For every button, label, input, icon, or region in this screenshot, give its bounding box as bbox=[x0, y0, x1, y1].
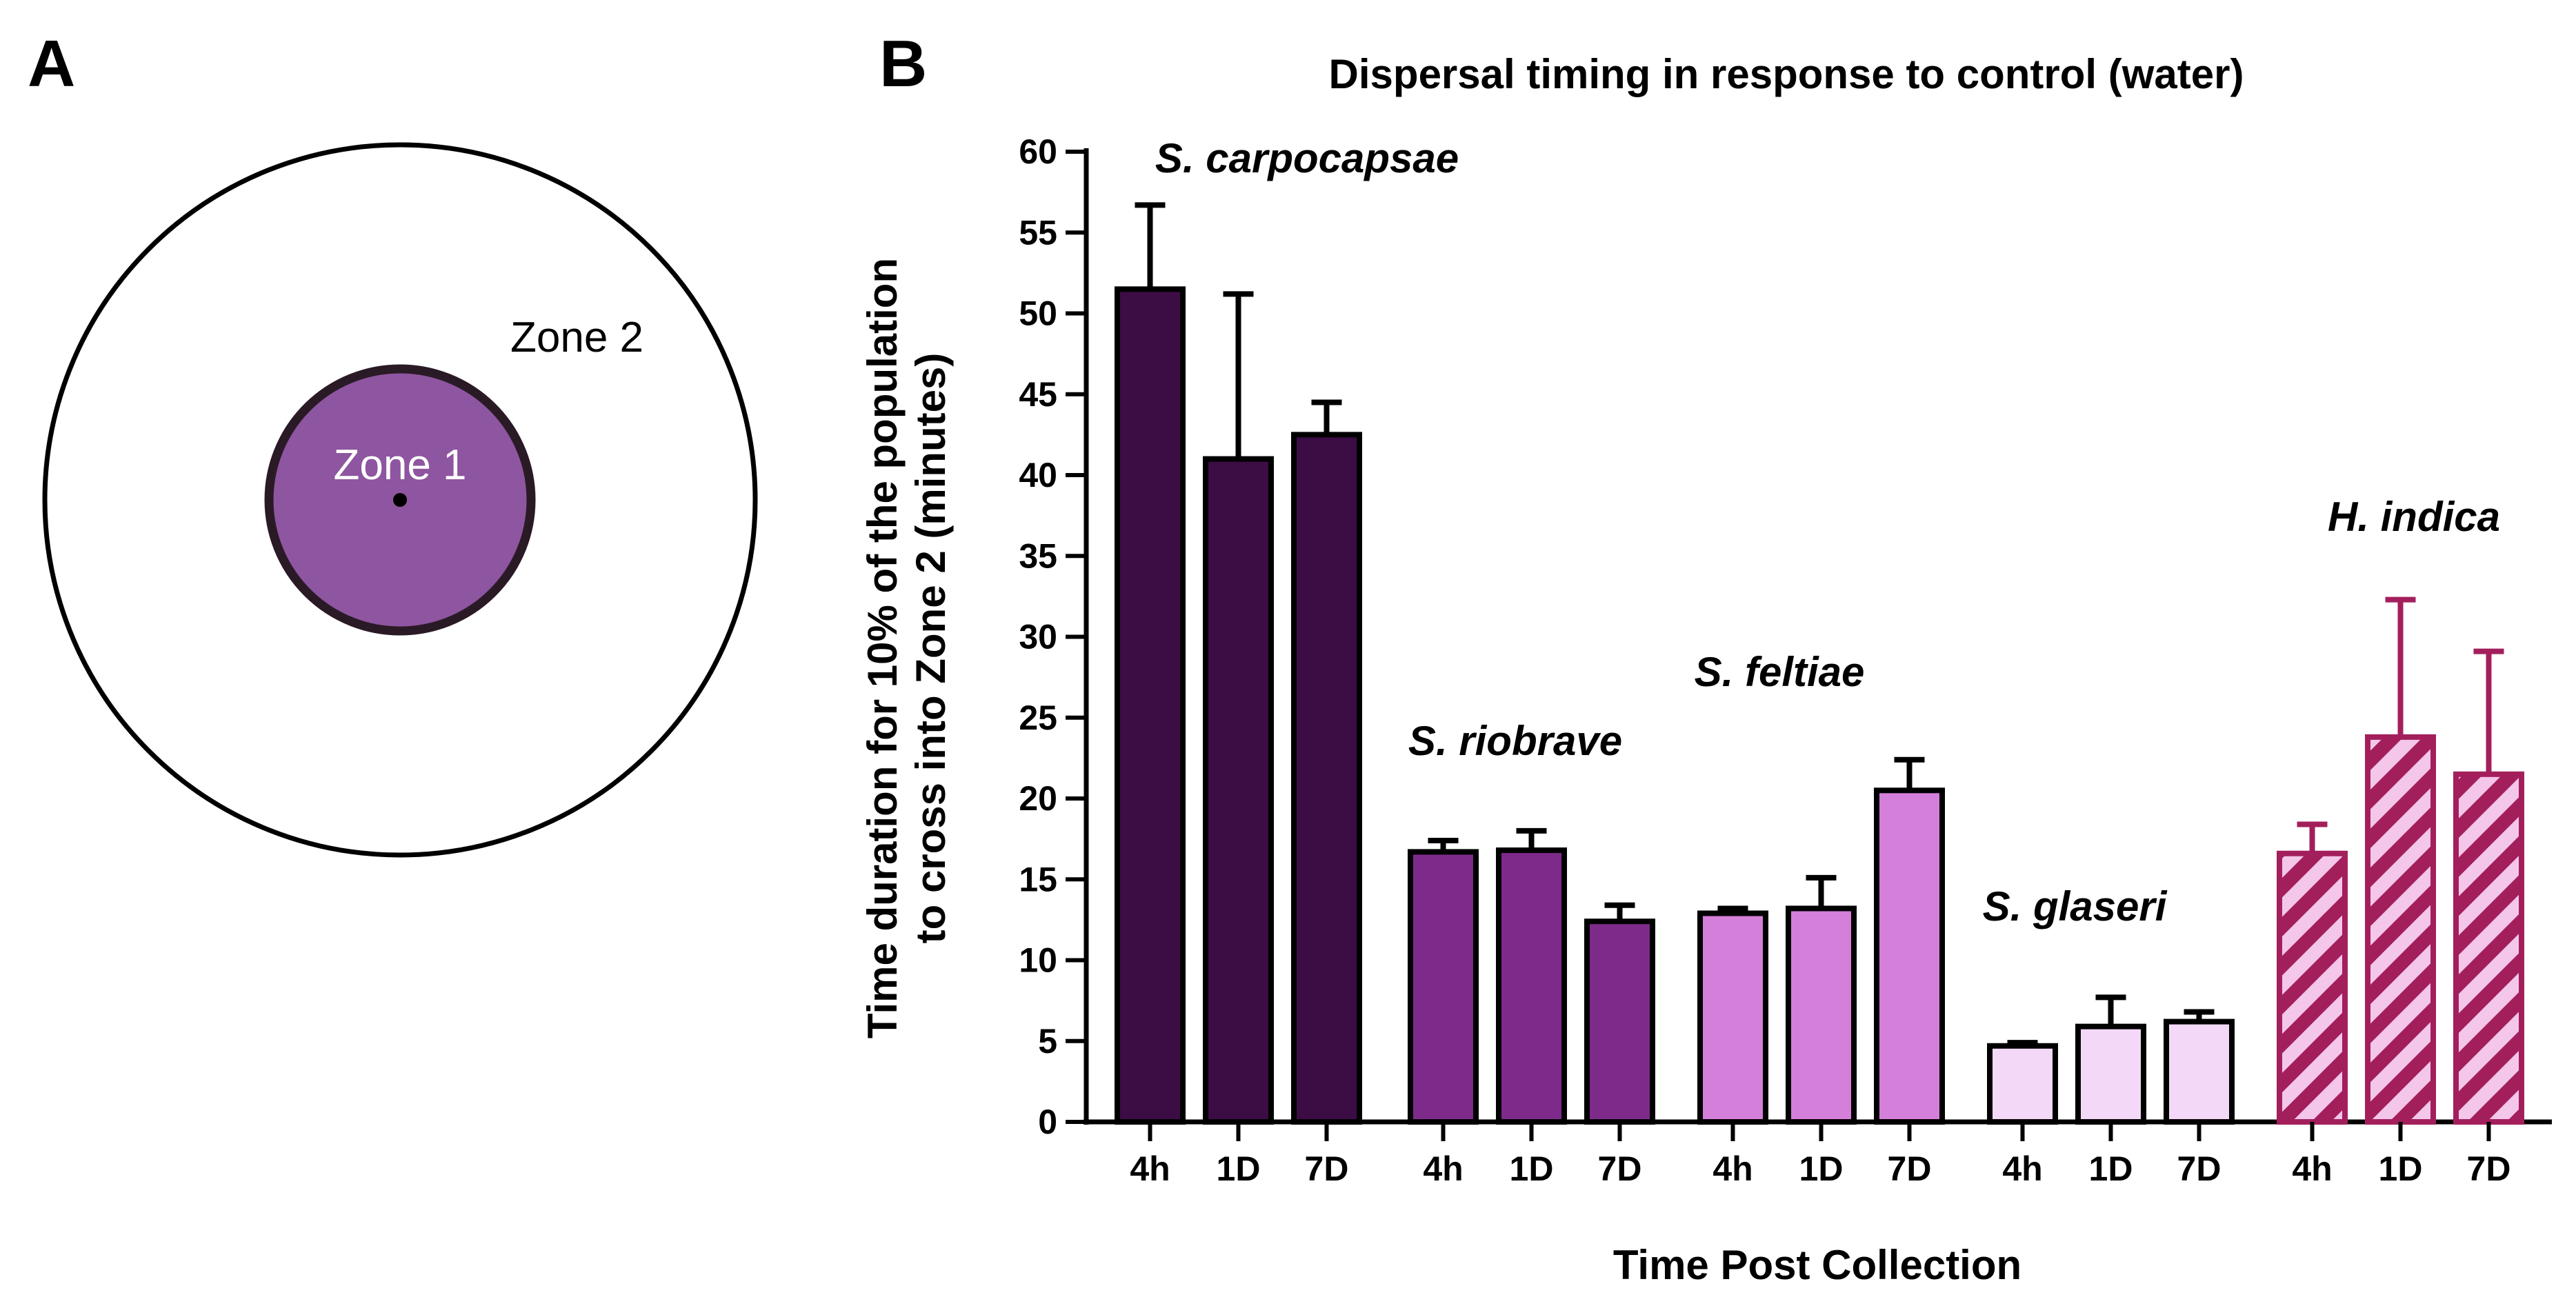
x-tick-label: 1D bbox=[2379, 1149, 2423, 1188]
bar bbox=[1874, 787, 1945, 1125]
bar bbox=[1291, 432, 1362, 1125]
bar bbox=[2277, 850, 2348, 1125]
group-label: H. indica bbox=[2328, 494, 2500, 540]
panel-a: A Zone 1 Zone 2 bbox=[28, 27, 758, 858]
x-tick-label: 4h bbox=[1130, 1149, 1170, 1188]
x-tick-label: 7D bbox=[1305, 1149, 1349, 1188]
x-tick-label: 4h bbox=[1423, 1149, 1463, 1188]
x-tick-label: 7D bbox=[2467, 1149, 2511, 1188]
y-axis-label-line-2: to cross into Zone 2 (minutes) bbox=[908, 353, 954, 944]
bar bbox=[2164, 1018, 2235, 1125]
y-tick-label: 55 bbox=[1019, 213, 1057, 252]
x-tick-label: 7D bbox=[2177, 1149, 2221, 1188]
group-label: S. feltiae bbox=[1695, 649, 1865, 695]
x-tick-label: 1D bbox=[1799, 1149, 1844, 1188]
bar bbox=[1408, 849, 1479, 1125]
bar bbox=[2365, 734, 2436, 1125]
x-tick-label: 1D bbox=[2089, 1149, 2133, 1188]
bar bbox=[1786, 905, 1857, 1125]
y-tick-label: 35 bbox=[1019, 536, 1057, 575]
y-tick-label: 0 bbox=[1038, 1103, 1057, 1141]
panel-a-letter: A bbox=[28, 27, 75, 101]
y-axis-label-line-1: Time duration for 10% of the population bbox=[859, 258, 906, 1038]
group-label: S. glaseri bbox=[1983, 883, 2168, 930]
y-tick-label: 30 bbox=[1019, 618, 1057, 656]
chart-title: Dispersal timing in response to control … bbox=[1329, 51, 2244, 97]
bar bbox=[1697, 910, 1768, 1125]
group-label: S. riobrave bbox=[1408, 718, 1622, 764]
bar bbox=[2075, 1023, 2146, 1125]
y-tick-label: 60 bbox=[1019, 132, 1057, 171]
y-tick-label: 40 bbox=[1019, 456, 1057, 494]
y-tick-label: 50 bbox=[1019, 294, 1057, 333]
plot-area: 0 5 10 15 20 25 30 35 40 45 50 55 60 4h 1D 7D S. carpoca… bbox=[1019, 132, 2552, 1188]
panel-b: B Dispersal timing in response to contro… bbox=[859, 27, 2552, 1288]
y-tick-label: 25 bbox=[1019, 699, 1057, 737]
bar bbox=[1584, 918, 1655, 1125]
y-tick-label: 20 bbox=[1019, 779, 1057, 818]
y-tick-label: 10 bbox=[1019, 941, 1057, 980]
bar bbox=[1203, 456, 1274, 1125]
bar bbox=[1987, 1043, 2058, 1125]
zone-1-label: Zone 1 bbox=[333, 441, 466, 489]
x-axis-label: Time Post Collection bbox=[1613, 1242, 2021, 1288]
center-dot bbox=[393, 493, 407, 507]
y-tick-label: 5 bbox=[1038, 1022, 1057, 1061]
x-tick-label: 4h bbox=[2002, 1149, 2042, 1188]
x-tick-label: 7D bbox=[1598, 1149, 1642, 1188]
bar bbox=[2453, 771, 2524, 1125]
x-tick-label: 1D bbox=[1510, 1149, 1554, 1188]
x-tick-label: 1D bbox=[1217, 1149, 1261, 1188]
y-tick-label: 15 bbox=[1019, 860, 1057, 898]
y-tick-label: 45 bbox=[1019, 375, 1057, 414]
panel-b-letter: B bbox=[879, 27, 927, 101]
x-tick-label: 4h bbox=[2292, 1149, 2332, 1188]
bar bbox=[1496, 847, 1567, 1125]
y-axis-label: Time duration for 10% of the population … bbox=[859, 258, 954, 1038]
group-label: S. carpocapsae bbox=[1155, 135, 1459, 181]
bar bbox=[1115, 286, 1186, 1125]
x-tick-label: 7D bbox=[1888, 1149, 1932, 1188]
zone-2-label: Zone 2 bbox=[510, 314, 643, 361]
x-tick-label: 4h bbox=[1713, 1149, 1753, 1188]
